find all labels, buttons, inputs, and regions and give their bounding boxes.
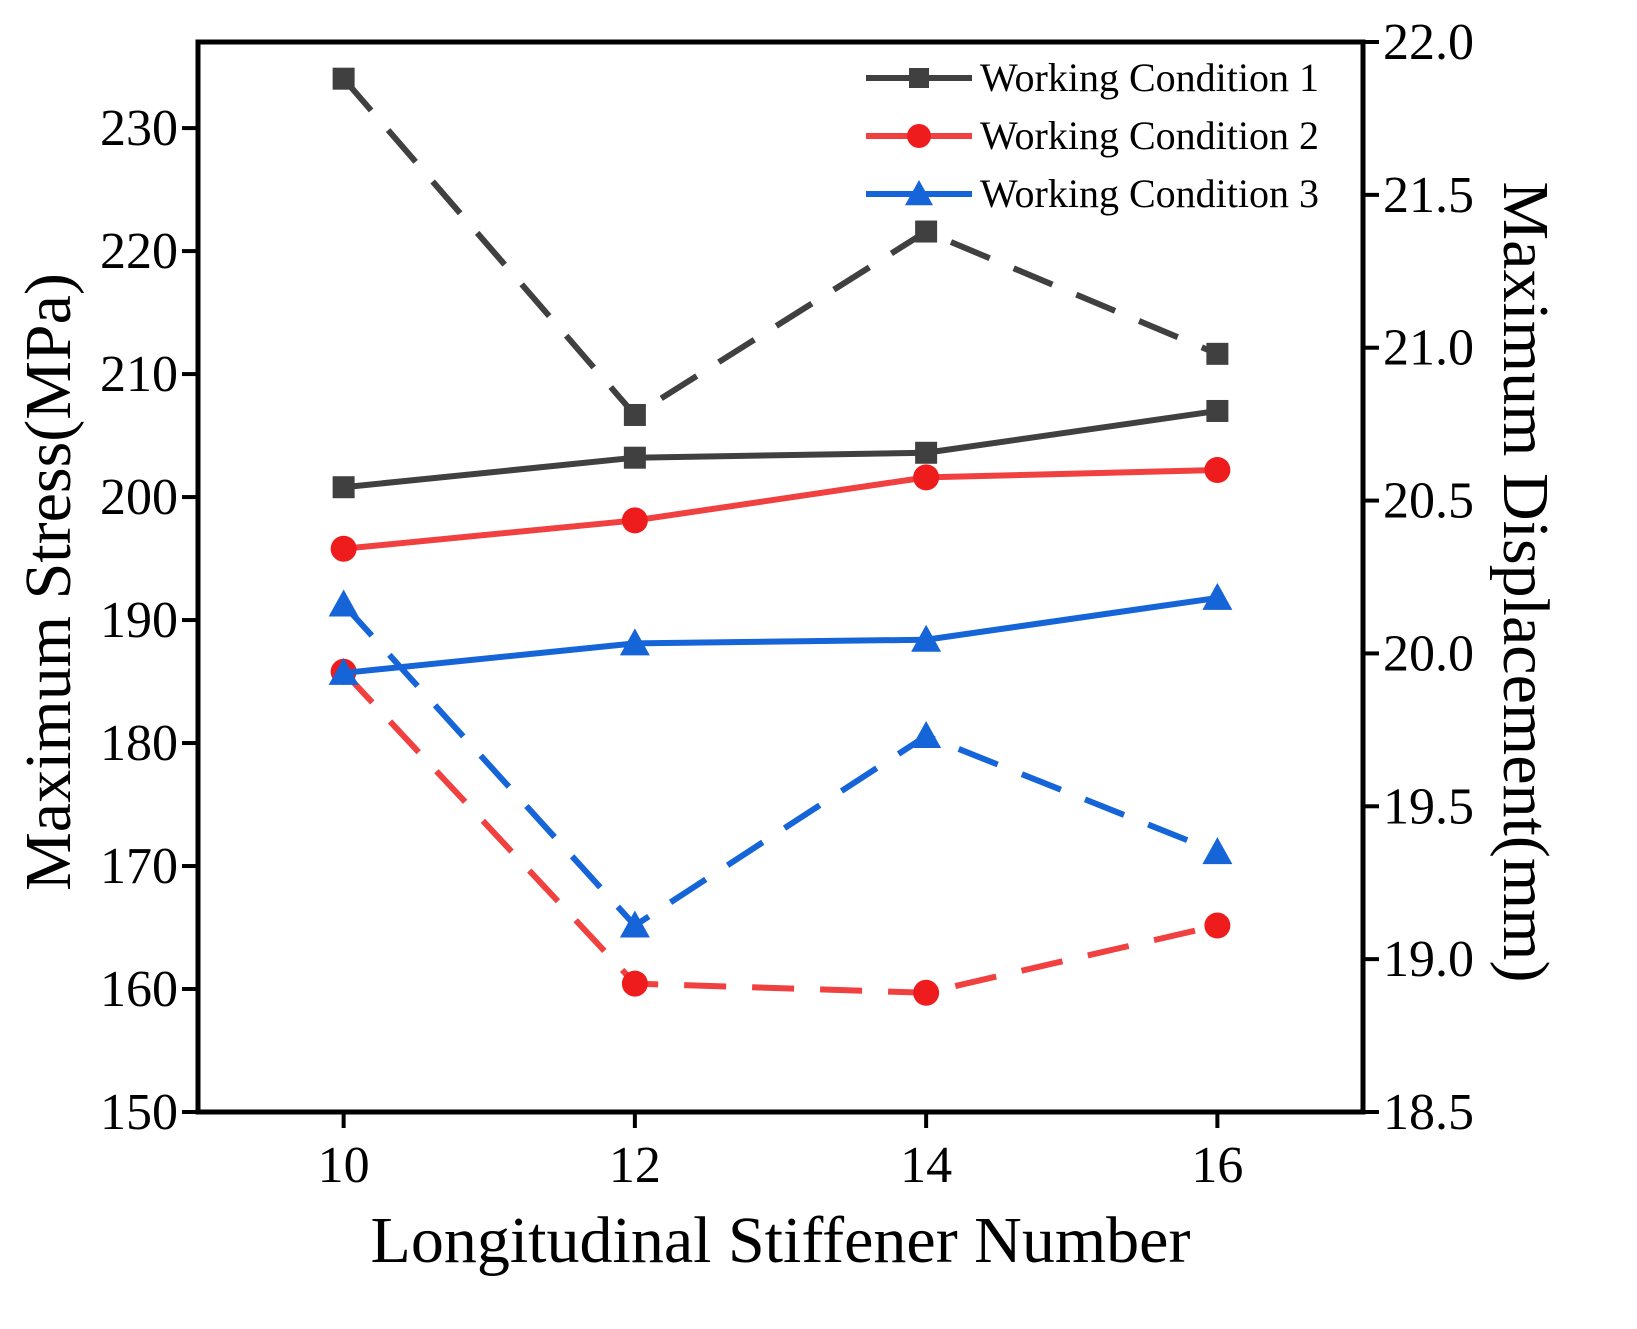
displacement-point	[332, 67, 355, 90]
plot-frame	[195, 39, 1366, 1115]
displacement-point	[621, 970, 648, 997]
stress-point	[619, 628, 650, 656]
y-right-tick-label: 20.0	[1383, 625, 1474, 682]
y-right-tick-label: 20.5	[1383, 473, 1474, 530]
y-axis-title-right: Maximum Displacement(mm)	[1489, 182, 1562, 983]
legend-marker	[907, 124, 931, 148]
displacement-point	[911, 720, 942, 748]
y-left-tick-label: 200	[100, 469, 178, 526]
axis-layer: 10 12 14 16 150 160 170 180 190 200 210 220 230 18.5 1…	[100, 14, 1474, 1194]
y-right-tick-label: 21.5	[1383, 167, 1474, 224]
displacement-line	[341, 602, 1219, 930]
stress-point	[915, 441, 938, 464]
stress-point	[1202, 582, 1233, 610]
y-left-tick-label: 170	[100, 838, 178, 895]
stress-point	[911, 624, 942, 652]
legend-label: Working Condition 2	[980, 113, 1319, 158]
x-tick-label: 10	[318, 1137, 370, 1194]
stress-point	[621, 507, 648, 534]
series-layer	[328, 67, 1233, 1006]
x-tick-label: 14	[900, 1137, 952, 1194]
legend-label: Working Condition 3	[980, 171, 1319, 216]
displacement-point	[913, 979, 940, 1006]
y-left-tick-label: 190	[100, 592, 178, 649]
displacement-point	[328, 589, 359, 617]
y-right-tick-label: 21.0	[1383, 320, 1474, 377]
y-right-tick-label: 22.0	[1383, 14, 1474, 71]
displacement-line	[341, 76, 1219, 419]
legend-item: Working Condition 1	[866, 55, 1319, 100]
y-right-tick-label: 19.0	[1383, 931, 1474, 988]
series-3	[328, 582, 1233, 938]
x-tick-label: 16	[1191, 1137, 1243, 1194]
stress-point	[1206, 399, 1229, 422]
stress-line	[343, 594, 1218, 676]
stress-point	[330, 535, 357, 562]
stress-line	[343, 467, 1218, 552]
displacement-point	[1204, 912, 1231, 939]
y-axis-title-left: Maximum Stress(MPa)	[12, 273, 85, 891]
displacement-point	[1206, 342, 1229, 365]
displacement-line	[341, 669, 1219, 996]
stress-point	[913, 464, 940, 491]
displacement-point	[619, 910, 650, 938]
y-left-tick-label: 220	[100, 223, 178, 280]
legend-marker	[909, 68, 929, 88]
displacement-point	[915, 220, 938, 243]
legend: Working Condition 1 Working Condition 2 Wo…	[866, 55, 1319, 216]
y-left-tick-label: 230	[100, 100, 178, 157]
displacement-point	[623, 403, 646, 426]
legend-marker	[905, 180, 933, 206]
x-tick-label: 12	[609, 1137, 661, 1194]
series-2	[330, 457, 1231, 1006]
y-left-tick-label: 160	[100, 961, 178, 1018]
series-1	[332, 67, 1229, 499]
stress-line	[343, 407, 1218, 491]
stress-point	[1204, 457, 1231, 483]
legend-item: Working Condition 3	[866, 171, 1319, 216]
y-left-tick-label: 180	[100, 715, 178, 772]
y-left-tick-label: 150	[100, 1084, 178, 1141]
y-right-tick-label: 19.5	[1383, 778, 1474, 835]
x-axis-title: Longitudinal Stiffener Number	[371, 1204, 1191, 1277]
stress-point	[623, 446, 646, 469]
legend-item: Working Condition 2	[866, 113, 1319, 158]
legend-label: Working Condition 1	[980, 55, 1319, 100]
y-left-tick-label: 210	[100, 346, 178, 403]
displacement-point	[1202, 837, 1233, 865]
stress-point	[328, 657, 359, 685]
stress-point	[332, 476, 355, 499]
y-right-tick-label: 18.5	[1383, 1084, 1474, 1141]
